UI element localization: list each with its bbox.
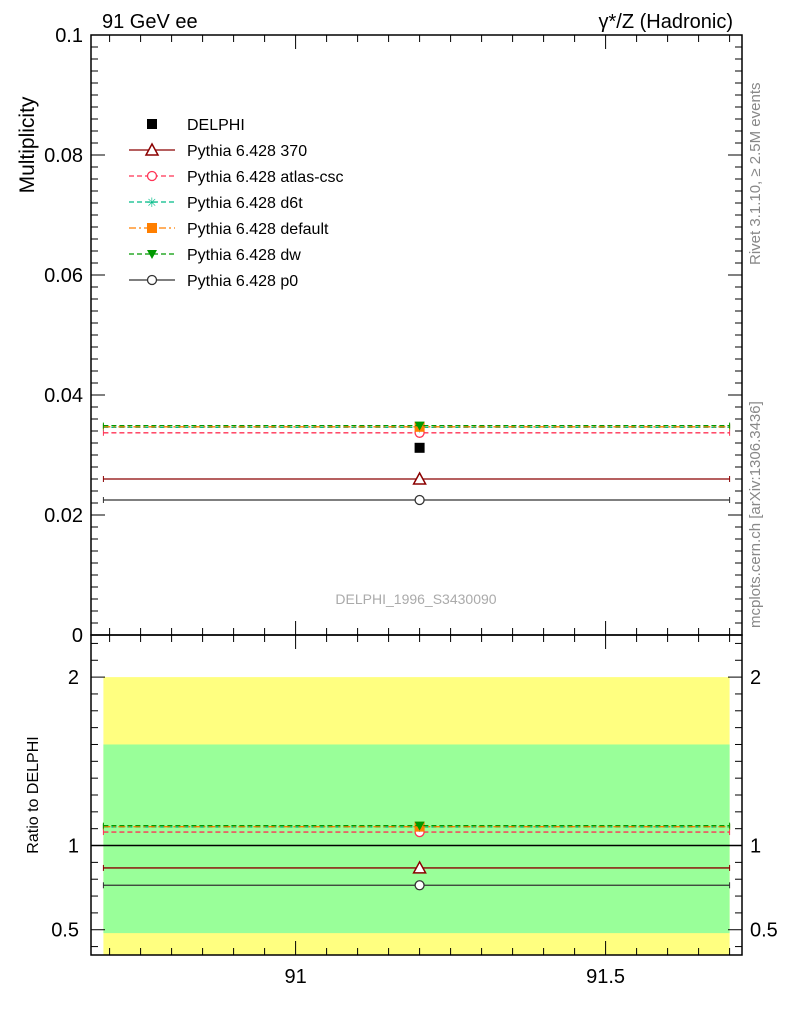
- main-ytick-label-1: 0.02: [44, 505, 83, 527]
- analysis-id: DELPHI_1996_S3430090: [335, 591, 496, 607]
- ratio-ytick-label-right-2: 2: [750, 667, 761, 689]
- ratio-ylabel: Ratio to DELPHI: [25, 736, 42, 853]
- ratio-point-4: [414, 821, 425, 831]
- header-right: γ*/Z (Hadronic): [599, 11, 733, 33]
- header-left: 91 GeV ee: [102, 11, 198, 33]
- main-ylabel: Multiplicity: [16, 96, 39, 193]
- legend-marker-5: [147, 250, 157, 259]
- ratio-ytick-label-0: 0.5: [51, 920, 79, 942]
- legend-label-0: DELPHI: [187, 117, 245, 134]
- ratio-ytick-label-right-1: 1: [750, 836, 761, 858]
- ratio-point-0: [412, 860, 427, 874]
- legend-label-5: Pythia 6.428 dw: [187, 247, 301, 264]
- main-ytick-label-0: 0: [72, 625, 83, 647]
- main-point-5: [414, 421, 425, 431]
- legend-label-2: Pythia 6.428 atlas-csc: [187, 169, 344, 186]
- ratio-band-1: [103, 744, 730, 934]
- ratio-ytick-label-2: 2: [68, 667, 79, 689]
- legend-marker-2: [146, 170, 158, 182]
- legend-marker-0: [147, 119, 157, 129]
- ratio-ytick-label-1: 1: [68, 836, 79, 858]
- main-panel: ✳ 0 0.02 0.04 0.06 0.08 0.1 Multiplicity DELPHI P…: [16, 25, 743, 647]
- legend-label-3: Pythia 6.428 d6t: [187, 195, 303, 212]
- main-ytick-label-5: 0.1: [55, 25, 83, 47]
- legend-label-4: Pythia 6.428 default: [187, 221, 329, 238]
- xtick-label-1: 91.5: [586, 966, 625, 988]
- mcplots-label: mcplots.cern.ch [arXiv:1306.3436]: [747, 401, 764, 628]
- ratio-point-5: [414, 880, 425, 891]
- legend-marker-6: [146, 274, 158, 286]
- main-ytick-label-4: 0.08: [44, 145, 83, 167]
- xtick-label-0: 91: [284, 966, 306, 988]
- legend-marker-1: [144, 142, 160, 156]
- main-point-6: [414, 494, 425, 506]
- legend-marker-4: [147, 223, 157, 233]
- legend-label-6: Pythia 6.428 p0: [187, 273, 298, 290]
- legend-label-1: Pythia 6.428 370: [187, 143, 307, 160]
- rivet-label: Rivet 3.1.10, ≥ 2.5M events: [747, 83, 764, 266]
- legend-marker-3: ✳: [147, 195, 158, 210]
- main-point-0: [414, 442, 425, 453]
- main-ytick-label-2: 0.04: [44, 385, 83, 407]
- ratio-ytick-label-right-0: 0.5: [750, 920, 778, 942]
- main-point-1: [412, 471, 427, 485]
- main-ytick-label-3: 0.06: [44, 265, 83, 287]
